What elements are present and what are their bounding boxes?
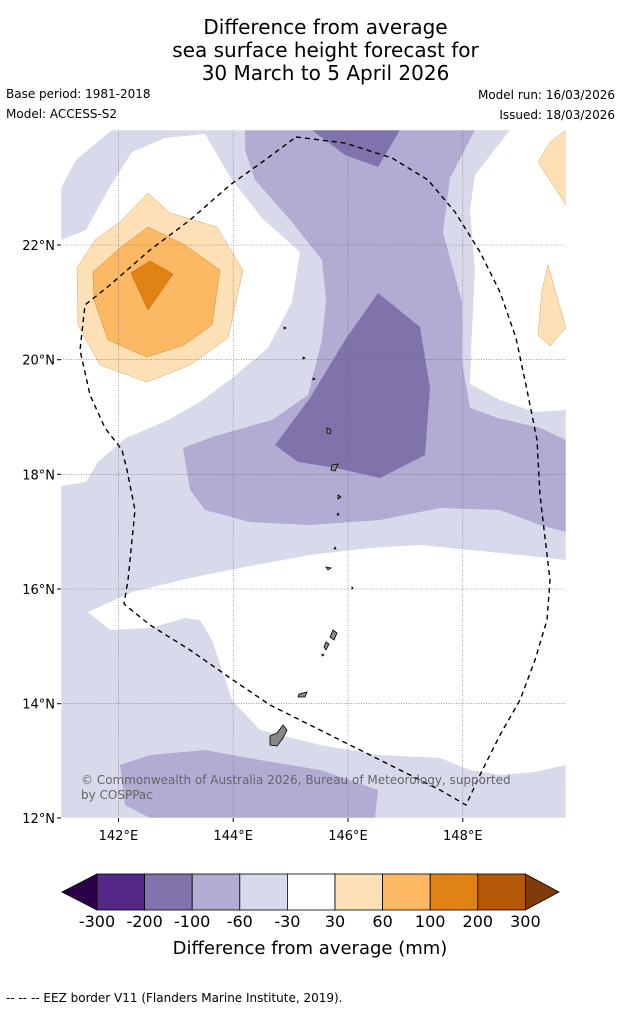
copyright-credit: © Commonwealth of Australia 2026, Bureau… xyxy=(81,773,511,802)
contour-fill-neg200-100 xyxy=(275,293,430,478)
colorbar-tick: -200 xyxy=(126,912,162,931)
sarigan-island xyxy=(333,546,337,550)
colorbar-extend-low xyxy=(61,873,98,911)
lon-label-144: 144°E xyxy=(213,829,253,844)
colorbar-bin-n200-100 xyxy=(144,873,193,911)
credit-line-2: by COSPPac xyxy=(81,788,153,802)
contour-fill-pos100-200 xyxy=(130,260,174,311)
issued-label: Issued: 18/03/2026 xyxy=(499,108,615,122)
anatahan-island xyxy=(325,566,333,571)
guam-island xyxy=(269,724,288,747)
lat-label-20: 20°N xyxy=(22,354,55,369)
tinian-island xyxy=(323,641,330,651)
saipan-island xyxy=(329,629,338,641)
colorbar-bin-n30-30 xyxy=(286,873,336,911)
colorbar-tick: -300 xyxy=(79,912,115,931)
credit-line-1: © Commonwealth of Australia 2026, Bureau… xyxy=(81,773,511,787)
maug-island xyxy=(302,356,306,360)
colorbar-extend-high xyxy=(525,873,560,911)
chart-title: Difference from average sea surface heig… xyxy=(0,16,621,85)
longitude-axis: 142°E 144°E 146°E 148°E xyxy=(99,818,483,844)
eez-border xyxy=(79,136,551,806)
neutral-region-east xyxy=(470,130,566,412)
colorbar-tick: -100 xyxy=(174,912,210,931)
colorbar-tick: -60 xyxy=(227,912,253,931)
model-run-label: Model run: 16/03/2026 xyxy=(477,88,615,102)
colorbar-tick: 30 xyxy=(325,912,345,931)
lat-label-16: 16°N xyxy=(22,583,55,598)
eez-footnote: -- -- -- EEZ border V11 (Flanders Marine… xyxy=(6,991,343,1005)
guguan-island xyxy=(336,512,340,516)
colorbar-tick: 60 xyxy=(372,912,392,931)
islands xyxy=(269,326,354,747)
colorbar-tick: 200 xyxy=(463,912,494,931)
latitude-axis: 22°N 20°N 18°N 16°N 14°N 12°N xyxy=(22,239,61,827)
farallon-island xyxy=(283,326,287,330)
title-line-1: Difference from average xyxy=(203,15,448,39)
neutral-region-west xyxy=(61,130,112,188)
title-line-2: sea surface height forecast for xyxy=(172,38,479,62)
colorbar-bin-p100-200 xyxy=(429,873,479,911)
lat-label-14: 14°N xyxy=(22,698,55,713)
aguijan-island xyxy=(321,653,325,657)
graticule xyxy=(61,130,566,818)
contour-fill-pos30-60-e xyxy=(537,264,566,347)
contour-fill-neg200-100-north xyxy=(312,130,400,167)
pagan-island xyxy=(330,463,339,472)
asuncion-island xyxy=(312,377,316,381)
lat-label-18: 18°N xyxy=(22,468,55,483)
lat-label-12: 12°N xyxy=(22,812,55,827)
title-line-3: 30 March to 5 April 2026 xyxy=(201,61,450,85)
contour-map: © Commonwealth of Australia 2026, Bureau… xyxy=(61,130,566,818)
colorbar-tick: -30 xyxy=(274,912,300,931)
colorbar-ticks: -300 -200 -100 -60 -30 30 60 100 200 300 xyxy=(79,912,541,931)
colorbar xyxy=(61,873,560,911)
rota-island xyxy=(297,691,308,698)
neutral-region-south xyxy=(88,545,566,775)
colorbar-tick: 100 xyxy=(415,912,446,931)
agrihan-island xyxy=(326,427,332,435)
colorbar-bin-p60-100 xyxy=(382,873,431,911)
lat-label-22: 22°N xyxy=(22,239,55,254)
colorbar-bin-p200-300 xyxy=(477,873,526,911)
colorbar-tick: 300 xyxy=(510,912,541,931)
alamagan-island xyxy=(337,494,342,500)
contour-fill-pos30-60-ne xyxy=(537,130,566,206)
lon-label-142: 142°E xyxy=(99,829,139,844)
lon-label-148: 148°E xyxy=(443,829,483,844)
zealandia-bank xyxy=(351,586,354,590)
model-label: Model: ACCESS-S2 xyxy=(6,107,118,121)
lon-label-146: 146°E xyxy=(328,829,368,844)
contour-fill-neg100-60-south xyxy=(120,750,378,818)
colorbar-label: Difference from average (mm) xyxy=(173,938,448,959)
colorbar-bin-p30-60 xyxy=(334,873,383,911)
colorbar-bin-n300-200 xyxy=(96,873,145,911)
base-period-label: Base period: 1981-2018 xyxy=(6,87,151,101)
colorbar-bin-n100-60 xyxy=(191,873,241,911)
colorbar-bin-n60-30 xyxy=(239,873,288,911)
